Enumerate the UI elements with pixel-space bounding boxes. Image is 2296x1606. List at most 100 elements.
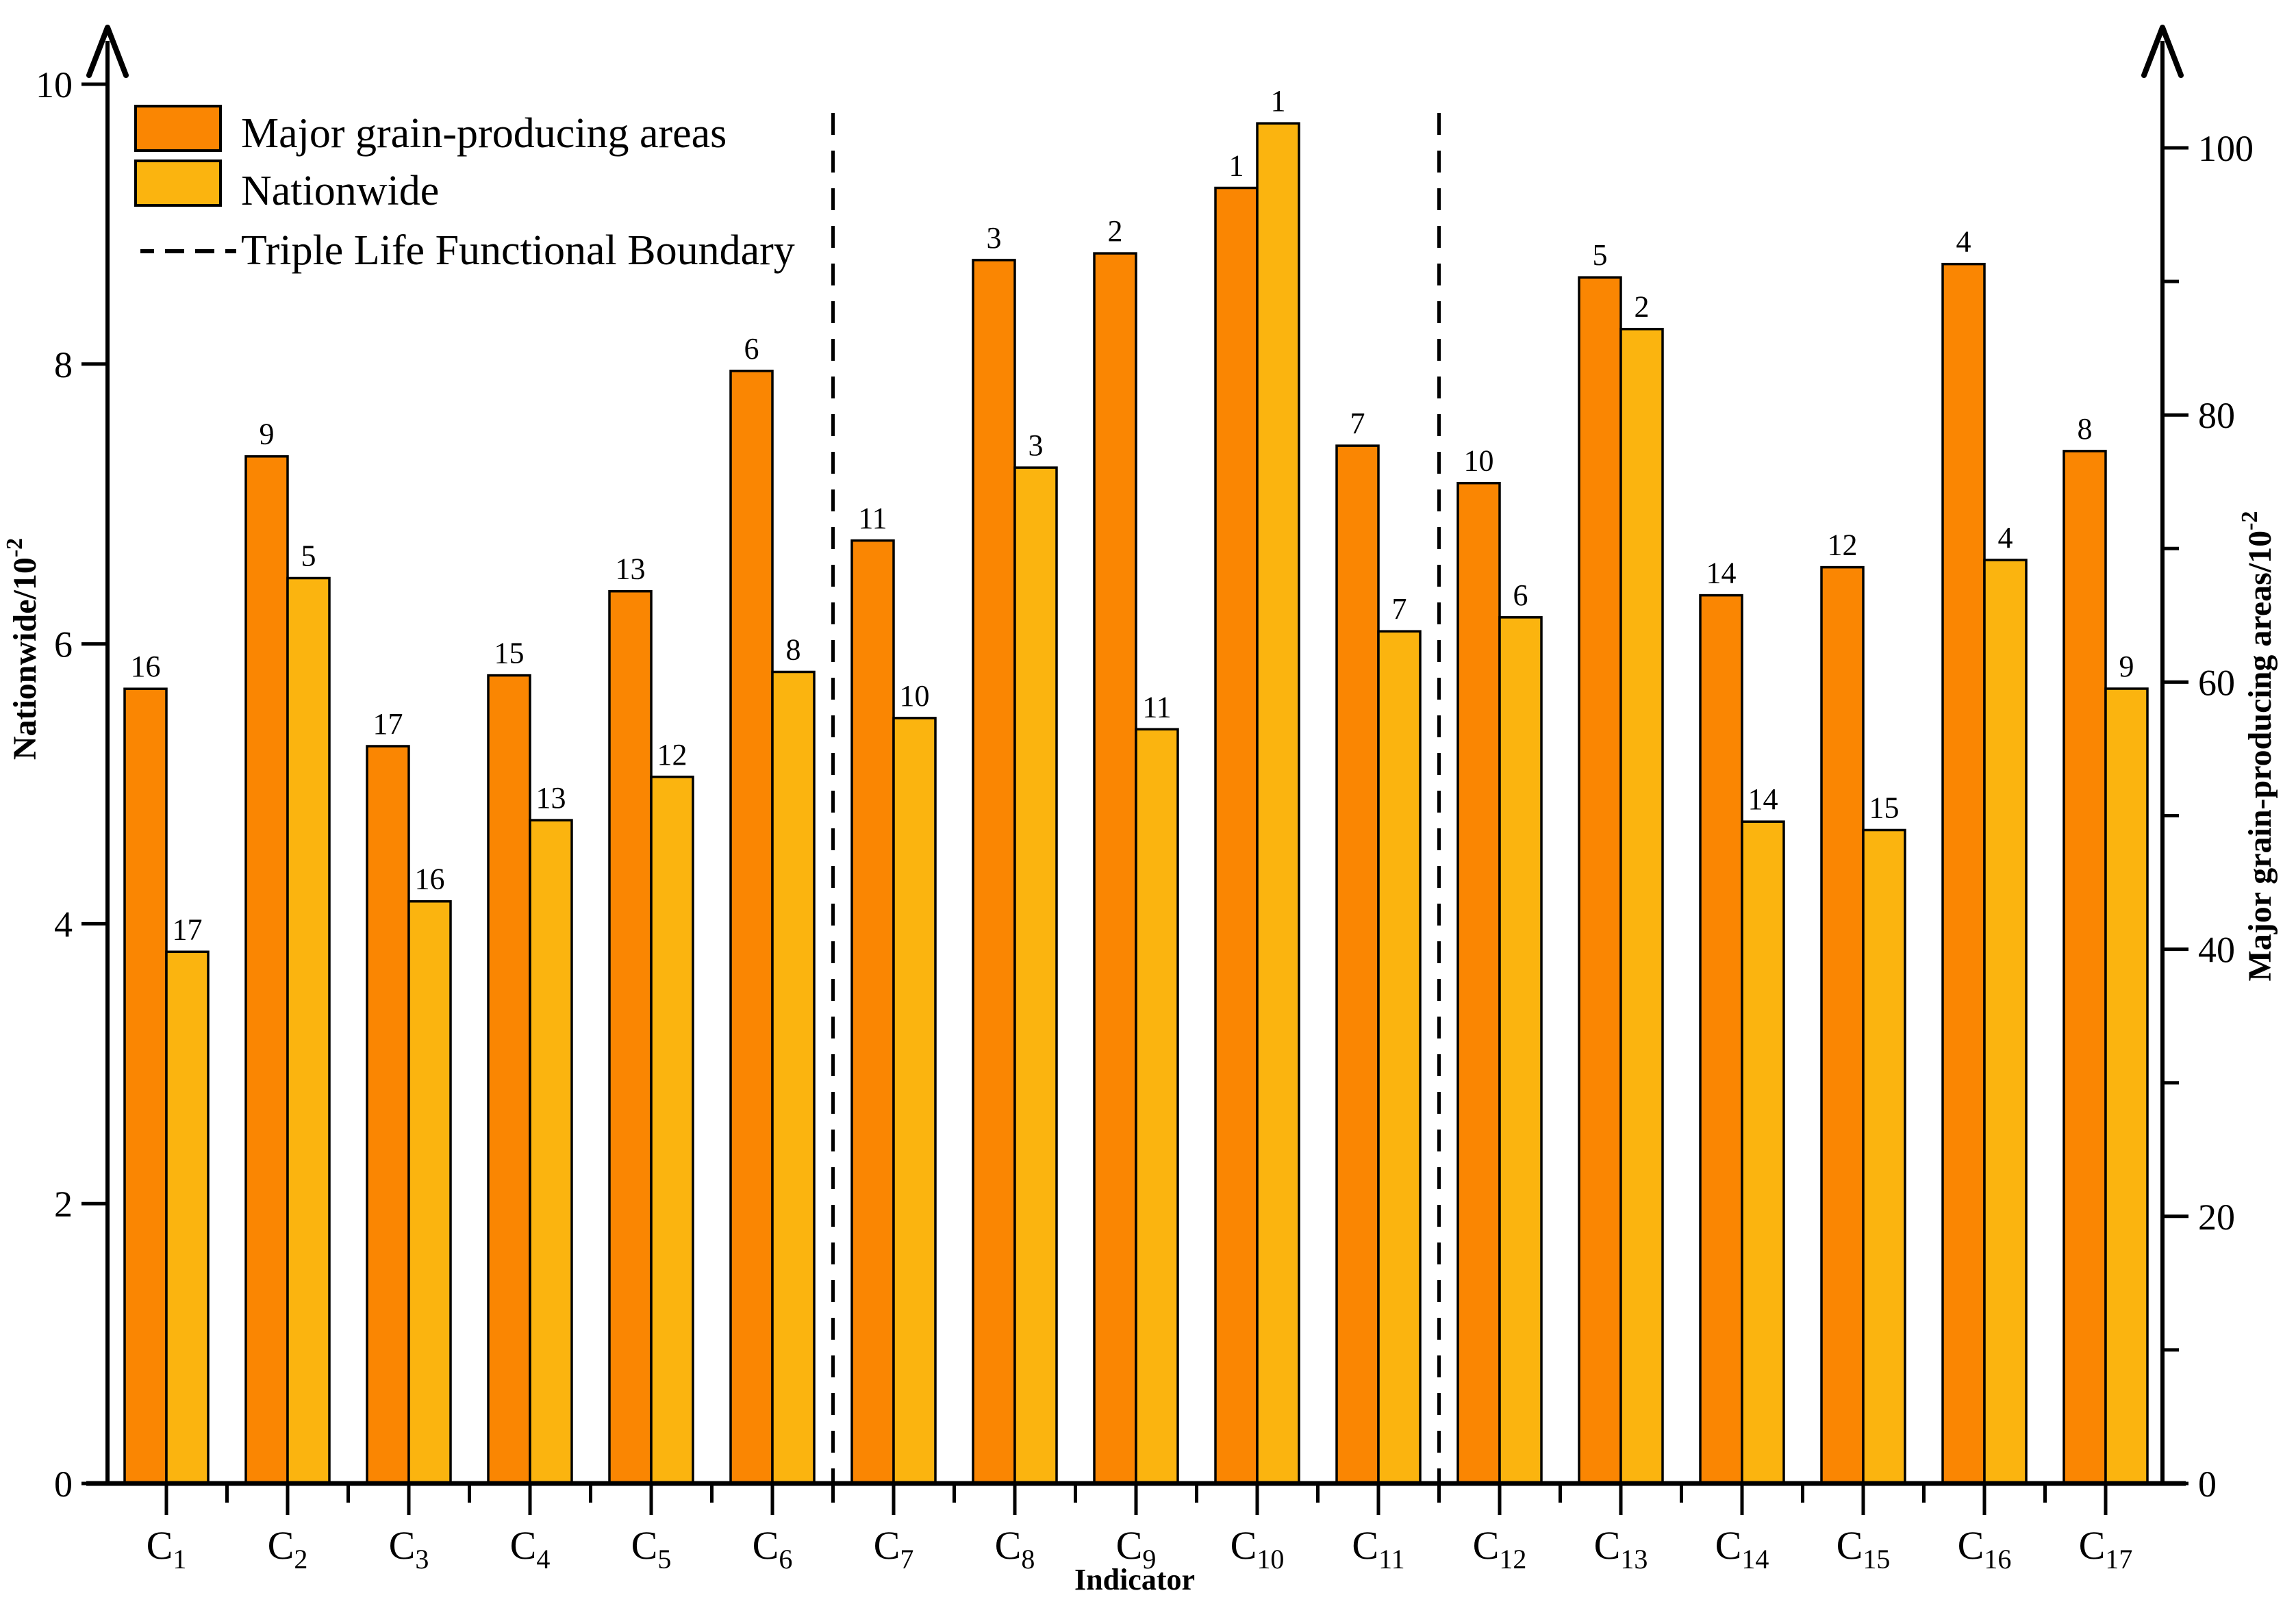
x-tick-label-C1: C1 (147, 1523, 187, 1575)
bar-nationwide-C14 (1741, 820, 1785, 1485)
bar-major-C15 (1820, 565, 1865, 1485)
bar-nationwide-C2 (286, 576, 331, 1485)
y-right-tick-label-20: 20 (2198, 1197, 2235, 1238)
rank-label-major-C4: 15 (494, 637, 525, 670)
bar-nationwide-C7 (892, 717, 937, 1485)
rank-label-nationwide-C7: 10 (900, 679, 930, 713)
bar-major-C9 (1093, 252, 1137, 1485)
legend-label-boundary: Triple Life Functional Boundary (241, 227, 795, 274)
rank-label-nationwide-C5: 12 (657, 738, 687, 772)
bar-major-C11 (1335, 444, 1380, 1485)
bar-nationwide-C16 (1983, 559, 2028, 1485)
rank-label-major-C10: 1 (1229, 149, 1244, 183)
rank-label-nationwide-C9: 11 (1142, 690, 1171, 724)
bar-nationwide-C3 (407, 900, 452, 1485)
svg-text:Nationwide/10-2: Nationwide/10-2 (2, 538, 43, 760)
x-tick-label-C5: C5 (631, 1523, 672, 1575)
rank-label-major-C5: 13 (616, 552, 646, 586)
y-right-axis-arrow (2141, 25, 2184, 78)
bar-nationwide-C5 (650, 776, 694, 1485)
bar-nationwide-C15 (1862, 828, 1906, 1485)
rank-label-nationwide-C2: 5 (301, 539, 316, 573)
x-tick-label-C11: C11 (1352, 1523, 1404, 1575)
legend-swatch-major (134, 105, 222, 152)
rank-label-nationwide-C4: 13 (536, 781, 566, 815)
rank-label-major-C2: 9 (260, 418, 275, 451)
rank-label-nationwide-C17: 9 (2119, 650, 2134, 683)
rank-label-nationwide-C15: 15 (1869, 791, 1900, 825)
bar-major-C8 (972, 259, 1016, 1485)
rank-label-nationwide-C1: 17 (173, 913, 203, 946)
bar-major-C12 (1456, 481, 1501, 1485)
y-left-tick-label-8: 8 (54, 344, 73, 385)
y-left-tick-label-6: 6 (54, 624, 73, 665)
bar-major-C6 (729, 370, 774, 1485)
bar-nationwide-C6 (771, 670, 816, 1485)
y-left-tick-label-2: 2 (54, 1184, 73, 1225)
rank-label-major-C7: 11 (858, 502, 887, 535)
bar-nationwide-C12 (1498, 616, 1543, 1485)
rank-label-major-C12: 10 (1464, 444, 1494, 478)
legend-label-major: Major grain-producing areas (241, 110, 727, 157)
rank-label-nationwide-C16: 4 (1998, 521, 2013, 555)
rank-label-nationwide-C10: 1 (1271, 84, 1286, 118)
rank-label-major-C13: 5 (1593, 238, 1608, 272)
bar-nationwide-C11 (1377, 630, 1422, 1485)
bar-major-C5 (608, 589, 653, 1485)
rank-label-major-C1: 16 (131, 650, 161, 683)
rank-label-nationwide-C14: 14 (1748, 782, 1778, 816)
y-left-axis-title: Nationwide/10-2 (2, 538, 43, 760)
rank-label-major-C11: 7 (1350, 407, 1365, 440)
y-right-axis-title: Major grain-producing areas/10-2 (2237, 511, 2278, 982)
svg-text:Major grain-producing areas/10: Major grain-producing areas/10-2 (2237, 511, 2278, 982)
y-right-tick-label-100: 100 (2198, 128, 2254, 169)
x-axis-title: Indicator (1074, 1563, 1195, 1596)
bar-major-C10 (1214, 186, 1259, 1485)
y-left-tick-label-4: 4 (54, 904, 73, 945)
x-tick-label-C7: C7 (874, 1523, 914, 1575)
bar-major-C13 (1578, 276, 1622, 1485)
rank-label-nationwide-C8: 3 (1029, 429, 1044, 462)
bar-nationwide-C1 (165, 950, 210, 1485)
bar-major-C3 (366, 745, 410, 1485)
rank-label-major-C14: 14 (1706, 557, 1737, 590)
bar-nationwide-C17 (2104, 687, 2149, 1485)
rank-label-nationwide-C12: 6 (1513, 578, 1528, 612)
bar-major-C17 (2062, 450, 2107, 1485)
bar-major-C16 (1941, 262, 1986, 1485)
y-right-tick-label-0: 0 (2198, 1464, 2217, 1505)
bar-major-C2 (244, 455, 289, 1485)
rank-label-major-C15: 12 (1828, 528, 1858, 562)
bar-nationwide-C10 (1256, 122, 1300, 1485)
rank-label-major-C16: 4 (1956, 225, 1971, 259)
y-left-tick-label-0: 0 (54, 1464, 73, 1505)
legend-swatch-nationwide (134, 160, 222, 207)
bar-nationwide-C13 (1619, 327, 1664, 1485)
y-left-axis-arrow (86, 25, 129, 78)
bar-major-C4 (487, 674, 531, 1485)
rank-label-major-C9: 2 (1108, 214, 1123, 248)
rank-label-major-C6: 6 (744, 332, 759, 366)
bar-nationwide-C9 (1135, 728, 1179, 1485)
rank-label-major-C8: 3 (987, 221, 1002, 255)
rank-label-nationwide-C11: 7 (1392, 592, 1407, 626)
bar-major-C14 (1699, 594, 1743, 1485)
y-left-tick-label-10: 10 (36, 64, 73, 105)
bar-major-C7 (850, 539, 895, 1485)
y-right-tick-label-60: 60 (2198, 662, 2235, 703)
rank-label-nationwide-C6: 8 (786, 633, 801, 667)
y-right-tick-label-40: 40 (2198, 930, 2235, 971)
rank-label-nationwide-C13: 2 (1635, 290, 1650, 324)
bar-major-C1 (123, 687, 168, 1485)
y-right-tick-label-80: 80 (2198, 395, 2235, 436)
bar-nationwide-C4 (529, 819, 573, 1485)
legend: Major grain-producing areas Nationwide Tri… (134, 105, 795, 274)
rank-label-major-C3: 17 (373, 707, 403, 741)
legend-label-nationwide: Nationwide (241, 168, 439, 214)
rank-label-nationwide-C3: 16 (415, 863, 445, 896)
bar-nationwide-C8 (1013, 466, 1058, 1485)
rank-label-major-C17: 8 (2078, 412, 2093, 446)
